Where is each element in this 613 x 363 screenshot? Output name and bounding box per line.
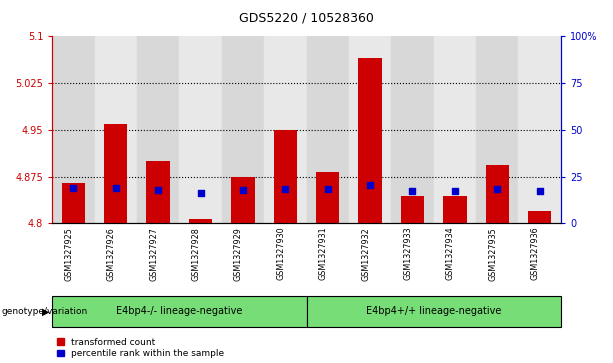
Text: genotype/variation: genotype/variation	[1, 307, 88, 316]
Bar	[264, 36, 306, 223]
Point	[535, 188, 544, 194]
Text: ▶: ▶	[42, 306, 49, 316]
Text: GDS5220 / 10528360: GDS5220 / 10528360	[239, 12, 374, 25]
Point	[323, 186, 333, 192]
Bar	[349, 36, 391, 223]
Bar	[179, 36, 222, 223]
Text: GSM1327925: GSM1327925	[64, 227, 74, 281]
Bar	[306, 36, 349, 223]
Text: GSM1327927: GSM1327927	[149, 227, 158, 281]
Point	[492, 186, 502, 192]
Bar	[528, 211, 551, 223]
Bar	[189, 219, 212, 223]
Bar	[359, 58, 382, 223]
Bar	[104, 123, 128, 223]
Bar	[52, 36, 94, 223]
Text: GSM1327933: GSM1327933	[403, 227, 413, 281]
Point	[153, 187, 163, 193]
Point	[408, 188, 417, 194]
Bar	[62, 183, 85, 223]
Text: GSM1327930: GSM1327930	[276, 227, 285, 281]
Bar	[231, 176, 254, 223]
Text: E4bp4+/+ lineage-negative: E4bp4+/+ lineage-negative	[366, 306, 501, 316]
Text: GSM1327934: GSM1327934	[446, 227, 455, 281]
Bar	[485, 165, 509, 223]
Text: GSM1327928: GSM1327928	[191, 227, 200, 281]
Legend: transformed count, percentile rank within the sample: transformed count, percentile rank withi…	[56, 338, 224, 359]
Point	[238, 187, 248, 192]
Point	[111, 185, 121, 191]
Text: GSM1327926: GSM1327926	[107, 227, 116, 281]
Bar	[391, 36, 433, 223]
Bar	[137, 36, 180, 223]
Point	[69, 185, 78, 191]
Text: GSM1327929: GSM1327929	[234, 227, 243, 281]
Point	[280, 186, 290, 192]
Point	[450, 188, 460, 194]
Text: GSM1327935: GSM1327935	[489, 227, 497, 281]
Bar	[94, 36, 137, 223]
Text: GSM1327932: GSM1327932	[361, 227, 370, 281]
Bar	[147, 161, 170, 223]
Text: GSM1327936: GSM1327936	[531, 227, 539, 281]
Point	[196, 190, 205, 196]
Bar	[519, 36, 561, 223]
Bar	[273, 130, 297, 223]
Bar	[222, 36, 264, 223]
Point	[365, 182, 375, 188]
Bar	[443, 196, 466, 223]
Bar	[434, 36, 476, 223]
Bar	[476, 36, 519, 223]
Text: GSM1327931: GSM1327931	[319, 227, 328, 281]
Bar	[401, 196, 424, 223]
Bar	[316, 172, 340, 223]
Text: E4bp4-/- lineage-negative: E4bp4-/- lineage-negative	[116, 306, 243, 316]
